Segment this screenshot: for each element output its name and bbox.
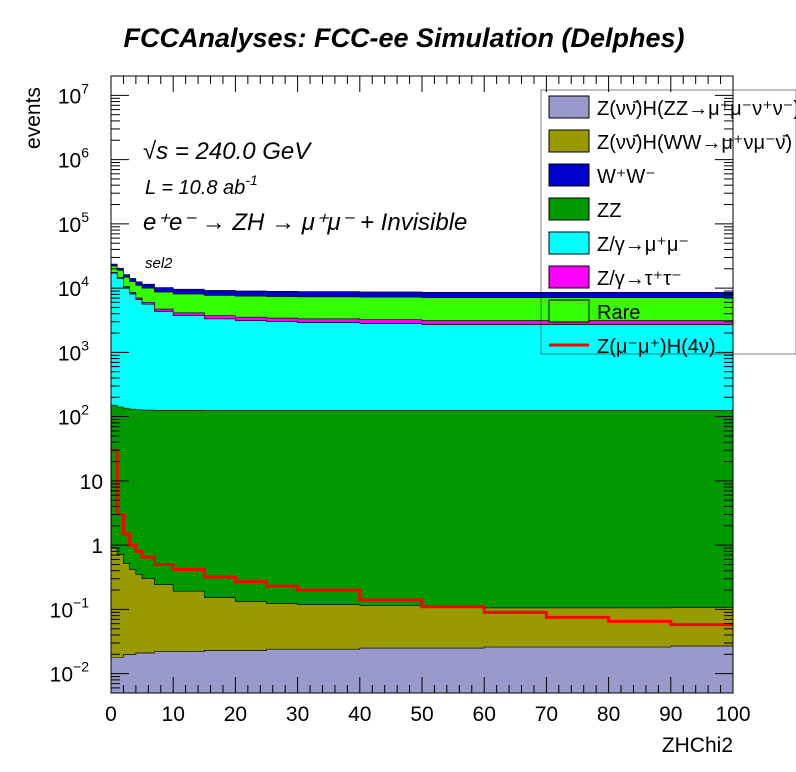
y-tick-label: 102 — [58, 402, 89, 430]
x-tick-label: 80 — [597, 703, 620, 726]
legend-label: Z(νν̄)H(ZZ→μ⁺μ⁻ν⁺ν⁻) — [597, 98, 796, 120]
legend-frame — [540, 89, 796, 355]
y-tick-label: 106 — [58, 145, 89, 173]
luminosity-annotation: L = 10.8 ab-1 — [145, 172, 258, 199]
y-tick-label: 1 — [91, 535, 103, 558]
process-annotation: e⁺e⁻ → ZH → μ⁺μ⁻ + Invisible — [143, 209, 467, 236]
legend-label: Z(νν̄)H(WW→μ⁺νμ⁻ν̄) — [597, 132, 792, 154]
y-tick-label: 10−2 — [50, 659, 90, 687]
legend-label: Rare — [597, 302, 640, 324]
legend-swatch — [548, 299, 590, 323]
y-tick-label: 104 — [58, 273, 89, 301]
legend-label: Z/γ→τ⁺τ⁻ — [597, 268, 682, 290]
legend-swatch — [548, 163, 590, 187]
x-tick-label: 10 — [162, 703, 185, 726]
y-tick-label: 10−1 — [50, 594, 90, 622]
stack-series-7 — [111, 263, 733, 298]
x-tick-label: 50 — [410, 703, 433, 726]
y-tick-label: 103 — [58, 337, 89, 365]
stacked-histograms — [111, 263, 733, 693]
x-axis-label: ZHChi2 — [662, 734, 733, 757]
legend-swatch — [548, 231, 590, 255]
annotations: √s = 240.0 GeV L = 10.8 ab-1 e⁺e⁻ → ZH →… — [143, 138, 467, 272]
legend-label: W⁺W⁻ — [597, 166, 656, 188]
legend-swatch — [548, 197, 590, 221]
legend-label: Z(μ⁻μ⁺)H(4ν) — [597, 336, 716, 358]
y-tick-label: 105 — [58, 209, 89, 237]
x-tick-label: 30 — [286, 703, 309, 726]
x-tick-label: 100 — [715, 703, 750, 726]
legend-label: ZZ — [597, 200, 621, 222]
y-tick-label: 10 — [80, 471, 103, 494]
signal-curve-layer — [111, 448, 733, 627]
chart-title: FCCAnalyses: FCC-ee Simulation (Delphes) — [123, 23, 684, 53]
legend-swatch — [548, 265, 590, 289]
y-axis: 10−2 10−1 1 10 102 103 104 105 106 107 — [50, 75, 733, 694]
x-tick-label: 40 — [348, 703, 371, 726]
x-tick-label: 70 — [535, 703, 558, 726]
legend: Z(νν̄)H(ZZ→μ⁺μ⁻ν⁺ν⁻) Z(νν̄)H(WW→μ⁺νμ⁻ν̄) W… — [540, 89, 796, 358]
energy-annotation: √s = 240.0 GeV — [143, 138, 312, 165]
signal-line — [111, 448, 733, 627]
plot-area — [111, 263, 733, 693]
y-tick-label: 107 — [58, 80, 89, 108]
x-tick-label: 90 — [659, 703, 682, 726]
legend-swatch — [548, 95, 590, 119]
legend-label: Z/γ→μ⁺μ⁻ — [597, 234, 689, 256]
x-tick-label: 60 — [473, 703, 496, 726]
y-axis-label: events — [22, 87, 45, 149]
selection-annotation: sel2 — [145, 255, 173, 272]
x-tick-label: 0 — [105, 703, 117, 726]
x-tick-label: 20 — [224, 703, 247, 726]
x-axis: 0 10 20 30 40 50 60 70 80 90 100 — [105, 76, 751, 726]
legend-swatch — [548, 129, 590, 153]
